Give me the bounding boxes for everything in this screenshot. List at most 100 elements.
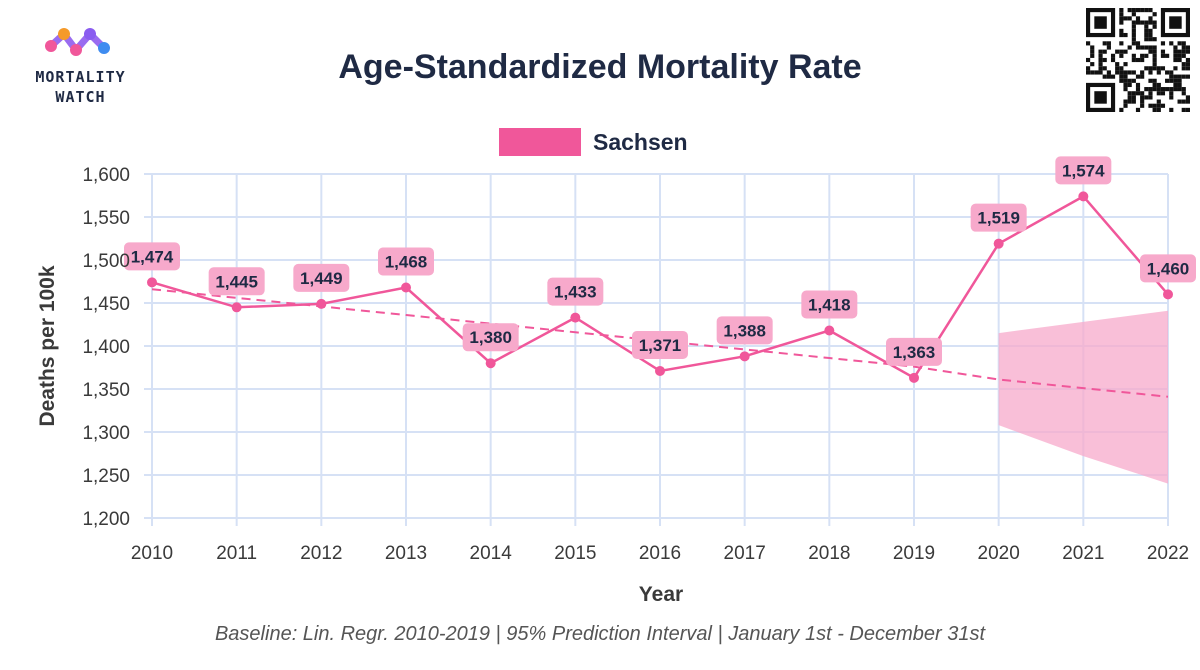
data-label-text: 1,380 <box>469 328 512 347</box>
qr-module <box>1123 70 1128 75</box>
mortality-watch-logo: MORTALITY WATCH <box>18 20 143 110</box>
qr-module <box>1144 53 1149 58</box>
qr-module <box>1140 70 1145 75</box>
qr-module <box>1148 45 1153 50</box>
qr-module <box>1152 87 1157 92</box>
qr-module <box>1156 107 1161 112</box>
qr-module <box>1173 74 1178 79</box>
qr-module <box>1165 87 1170 92</box>
qr-module <box>1181 107 1186 112</box>
qr-module <box>1144 20 1149 25</box>
qr-module <box>1148 20 1153 25</box>
qr-module <box>1148 95 1153 100</box>
qr-module <box>1173 78 1178 83</box>
qr-finder-core <box>1094 91 1107 104</box>
y-axis-ticks: 1,200 1,250 1,300 1,350 1,400 1,450 1,500 1,550… <box>82 165 130 530</box>
qr-module <box>1123 82 1128 88</box>
qr-module <box>1123 16 1128 21</box>
data-point <box>231 302 242 313</box>
qr-module <box>1148 28 1153 33</box>
y-tick-label: 1,400 <box>82 337 130 358</box>
data-point <box>993 238 1004 249</box>
qr-module <box>1131 8 1136 13</box>
qr-module <box>1177 41 1182 46</box>
qr-module <box>1098 57 1103 63</box>
data-label-bg <box>1140 254 1196 283</box>
qr-code-icon[interactable] <box>1086 8 1190 112</box>
qr-module <box>1144 32 1149 38</box>
qr-module <box>1148 49 1153 54</box>
x-axis-label: Year <box>639 583 683 606</box>
data-label-text: 1,371 <box>639 336 682 355</box>
qr-module <box>1123 103 1128 108</box>
data-label-text: 1,474 <box>131 247 174 266</box>
qr-module <box>1144 24 1149 29</box>
qr-module <box>1131 95 1136 100</box>
data-point <box>655 365 665 376</box>
data-label: 1,574 <box>1055 156 1112 185</box>
data-label-text: 1,363 <box>893 343 936 362</box>
data-point <box>316 298 327 309</box>
qr-module <box>1119 12 1124 17</box>
data-label-bg <box>1055 156 1112 185</box>
data-labels: 1,474 1,445 1,449 1,468 1,380 1,433 1,371 1,388… <box>124 156 1196 366</box>
data-point <box>401 282 411 293</box>
qr-module <box>1131 12 1136 17</box>
qr-module <box>1185 45 1190 50</box>
qr-module <box>1119 16 1124 21</box>
x-tick-label: 2020 <box>978 543 1020 564</box>
qr-module <box>1102 66 1107 71</box>
qr-module <box>1135 91 1141 96</box>
data-label: 1,418 <box>801 290 858 319</box>
qr-module <box>1131 70 1136 75</box>
legend-swatch-sachsen[interactable] <box>499 128 581 156</box>
data-label-bg <box>886 337 942 366</box>
qr-module <box>1152 78 1157 83</box>
qr-module <box>1119 70 1124 75</box>
qr-module <box>1156 99 1161 104</box>
qr-module <box>1185 62 1190 67</box>
qr-module <box>1160 103 1166 108</box>
qr-module <box>1140 8 1145 13</box>
qr-module <box>1102 57 1107 63</box>
qr-finder-core <box>1094 16 1107 29</box>
y-axis-label: Deaths per 100k <box>36 265 59 426</box>
qr-module <box>1086 70 1091 75</box>
qr-module <box>1119 20 1124 25</box>
data-label: 1,433 <box>547 277 604 306</box>
qr-module <box>1127 16 1132 21</box>
x-tick-label: 2021 <box>1062 543 1104 564</box>
qr-module <box>1115 70 1120 75</box>
qr-module <box>1140 99 1145 104</box>
y-tick-label: 1,450 <box>82 294 130 315</box>
qr-module <box>1127 82 1132 88</box>
qr-module <box>1160 87 1166 92</box>
data-label: 1,445 <box>208 267 265 296</box>
data-label: 1,474 <box>124 242 180 271</box>
qr-module <box>1140 95 1145 100</box>
data-label: 1,363 <box>886 337 942 366</box>
legend-label-sachsen[interactable]: Sachsen <box>593 129 688 155</box>
qr-module <box>1119 107 1124 112</box>
qr-module <box>1115 66 1120 71</box>
qr-module <box>1131 24 1136 29</box>
qr-module <box>1119 32 1124 38</box>
x-axis-ticks: 2010 2011 2012 2013 2014 2015 2016 2017 2018 2019… <box>131 543 1189 564</box>
qr-module <box>1152 57 1157 63</box>
qr-module <box>1123 74 1128 79</box>
qr-module <box>1119 78 1124 83</box>
qr-module <box>1110 74 1116 79</box>
data-point <box>1163 289 1173 300</box>
qr-module <box>1169 107 1174 112</box>
qr-module <box>1127 99 1132 104</box>
qr-module <box>1185 49 1190 54</box>
data-label-bg <box>970 203 1027 232</box>
qr-module <box>1173 57 1178 63</box>
qr-module <box>1135 87 1141 92</box>
qr-module <box>1131 57 1136 63</box>
qr-module <box>1177 82 1182 88</box>
qr-module <box>1131 28 1136 33</box>
qr-module <box>1110 53 1116 58</box>
qr-module <box>1090 62 1095 67</box>
